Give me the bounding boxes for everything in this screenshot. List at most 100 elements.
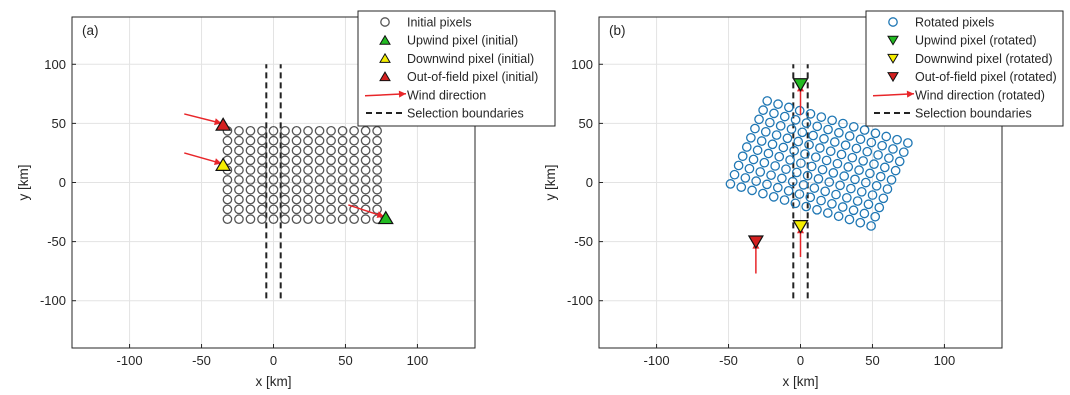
pixel-marker <box>337 145 348 156</box>
pixel-marker <box>836 149 847 160</box>
pixel-marker <box>725 179 736 189</box>
pixel-marker <box>280 184 290 195</box>
pixel-marker <box>805 109 816 119</box>
pixel-marker <box>314 204 325 215</box>
pixel-marker <box>828 168 839 178</box>
pixel-marker <box>291 165 302 175</box>
pixel-marker <box>314 135 325 146</box>
pixel-marker <box>291 194 302 205</box>
pixel-marker <box>754 114 764 125</box>
pixel-marker <box>349 184 359 195</box>
pixel-marker <box>869 159 879 170</box>
y-axis-label: y [km] <box>543 165 558 201</box>
legend-wind-symbol-head <box>906 90 914 98</box>
pixel-marker <box>303 204 313 215</box>
pixel-marker <box>349 214 359 224</box>
pixel-marker <box>245 194 256 205</box>
pixel-marker <box>740 173 751 183</box>
pixel-marker <box>839 171 850 181</box>
panel-label: (a) <box>82 23 99 38</box>
pixel-marker <box>372 194 382 205</box>
pixel-marker <box>337 135 348 146</box>
pixel-marker <box>222 135 233 146</box>
pixel-marker <box>755 167 766 177</box>
y-tick-label: -100 <box>40 293 66 308</box>
pixel-marker <box>793 136 804 147</box>
pixel-marker <box>280 175 290 185</box>
pixel-marker <box>879 162 890 173</box>
pixel-marker <box>777 173 787 184</box>
pixel-marker <box>898 147 909 158</box>
pixel-marker <box>303 214 313 224</box>
pixel-marker <box>222 145 233 156</box>
pixel-marker <box>766 170 776 181</box>
legend-box <box>865 10 1064 127</box>
pixel-marker <box>801 118 812 128</box>
pixel-marker <box>837 202 848 212</box>
y-axis-label: y [km] <box>16 165 31 201</box>
pixel-marker <box>875 171 886 182</box>
pixel-marker <box>245 214 256 224</box>
panel-label: (b) <box>609 23 626 38</box>
pixel-marker <box>855 217 866 228</box>
pixel-marker <box>768 191 779 202</box>
y-tick-label: 0 <box>59 175 66 190</box>
pixel-marker <box>812 121 823 132</box>
pixel-marker <box>794 189 805 199</box>
pixel-marker <box>762 179 772 190</box>
pixel-marker <box>785 155 795 165</box>
pixel-marker <box>832 158 843 169</box>
pixel-marker <box>349 155 359 166</box>
pixel-marker <box>337 214 348 224</box>
legend-outfield-symbol <box>379 71 391 82</box>
pixel-marker <box>747 185 757 196</box>
pixel-marker <box>257 155 267 166</box>
pixel-marker <box>860 177 871 188</box>
pixel-marker <box>833 211 844 222</box>
pixel-marker <box>859 125 870 135</box>
pixel-marker <box>744 163 755 174</box>
pixel-marker <box>866 221 876 231</box>
x-tick-label: 100 <box>407 353 429 368</box>
pixel-marker <box>314 184 325 195</box>
pixel-marker <box>257 204 267 215</box>
pixel-marker <box>303 165 313 175</box>
pixel-marker <box>748 154 759 165</box>
legend-label-downwind: Downwind pixel (rotated) <box>915 52 1053 66</box>
pixel-marker <box>245 175 256 185</box>
pixel-marker <box>783 186 794 196</box>
pixel-marker <box>372 145 382 156</box>
pixel-marker <box>790 114 801 125</box>
pixel-marker <box>245 165 256 175</box>
pixel-marker <box>817 164 828 175</box>
pixel-marker <box>804 139 814 150</box>
x-tick-label: 100 <box>934 353 956 368</box>
pixel-marker <box>337 155 348 166</box>
pixel-marker <box>756 136 767 146</box>
y-tick-label: 50 <box>52 116 66 131</box>
pixel-marker <box>280 155 290 166</box>
pixel-marker <box>758 188 768 199</box>
pixel-marker <box>234 204 244 215</box>
legend-label-boundary: Selection boundaries <box>915 107 1032 121</box>
pixel-marker <box>774 151 785 162</box>
pixel-marker <box>820 186 831 197</box>
pixel-marker <box>291 155 302 166</box>
pixel-marker <box>291 214 302 224</box>
pixel-marker <box>888 144 898 154</box>
pixel-marker <box>326 135 336 146</box>
pixel-marker <box>796 158 806 169</box>
pixel-marker <box>291 184 302 195</box>
pixel-marker <box>257 165 267 175</box>
pixel-marker <box>303 125 313 136</box>
pixel-marker <box>326 125 336 136</box>
pixel-marker <box>280 165 290 175</box>
pixel-marker <box>268 194 279 205</box>
pixel-marker <box>280 135 290 146</box>
y-tick-label: 100 <box>571 57 593 72</box>
pixel-marker <box>234 214 244 224</box>
pixel-marker <box>815 143 825 153</box>
pixel-marker <box>892 134 902 145</box>
pixel-marker <box>856 186 867 197</box>
